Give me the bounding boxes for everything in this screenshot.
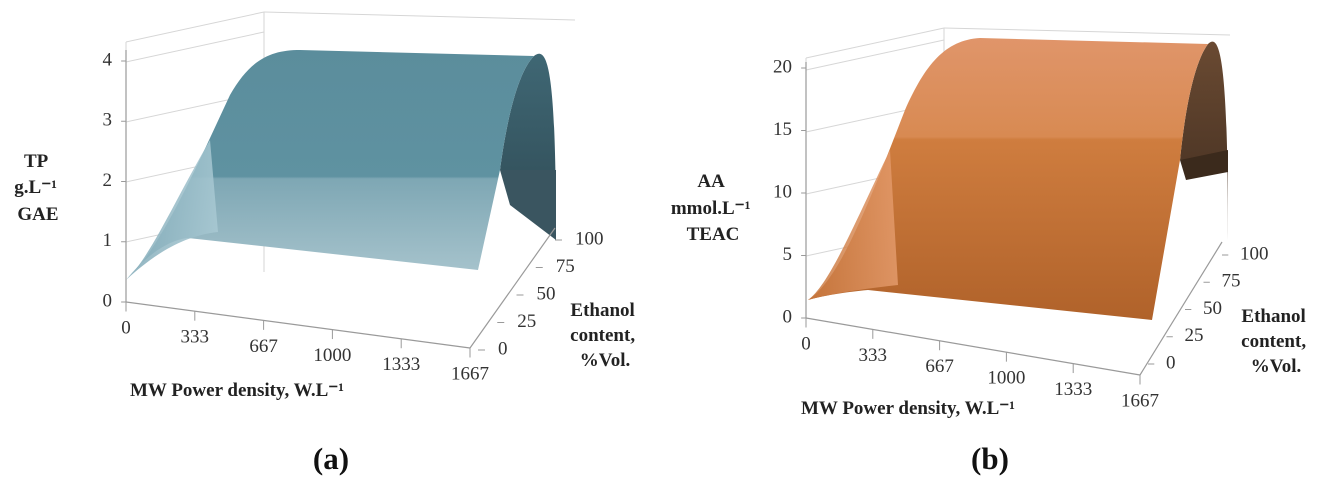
svg-text:AA mmol.L⁻¹ TEAC: AA mmol.L⁻¹ TEAC xyxy=(671,171,755,245)
panel-b-surface-back-band xyxy=(1180,150,1228,180)
panel-b-x-tick-label-1: 333 xyxy=(859,345,888,366)
panel-a-axes xyxy=(125,50,556,349)
panel-b-y-tick-label-0: 0 xyxy=(1166,352,1176,373)
panel-b-surface-back xyxy=(1180,41,1228,241)
panel-b-x-tick-label-4: 1333 xyxy=(1054,379,1092,400)
panel-a-z-tick-label-0: 0 xyxy=(103,290,113,311)
panel-b-y-tick-label-3: 75 xyxy=(1222,271,1241,292)
panel-b-z-tick-label-4: 20 xyxy=(773,56,792,77)
panel-a-surface-left-face xyxy=(126,140,218,280)
panel-a-x-tick-label-5: 1667 xyxy=(451,363,489,384)
panel-a-z-tick-label-4: 4 xyxy=(103,49,113,70)
panel-a-x-tick-label-3: 1000 xyxy=(313,345,351,366)
panel-a-surface-back-band xyxy=(500,170,556,240)
panel-a-x-tick-label-1: 333 xyxy=(181,327,210,348)
panel-b-x-tick-label-0: 0 xyxy=(801,333,811,354)
panel-a-surface-front xyxy=(126,50,534,280)
panel-b-z-title-line-2: mmol.L⁻¹ xyxy=(671,198,751,219)
panel-b-z-title-line-1: AA xyxy=(697,171,725,192)
panel-b-x-tick-label-5: 1667 xyxy=(1121,390,1159,411)
panel-a-caption: (a) xyxy=(313,441,349,476)
panel-b-z-tick-label-3: 15 xyxy=(773,119,792,140)
panel-a-z-tick-label-3: 3 xyxy=(103,110,113,131)
panel-a-y-title-line-2: content, xyxy=(570,325,635,346)
panel-a-y-title-line-3: %Vol. xyxy=(580,350,631,371)
panel-b-surface xyxy=(808,38,1228,320)
panel-b-y-tick-label-2: 50 xyxy=(1203,298,1222,319)
panel-a-z-tick-label-2: 2 xyxy=(103,170,113,191)
panel-b-z-title-line-3: TEAC xyxy=(687,224,740,245)
panel-a-y-title-line-1: Ethanol xyxy=(570,300,634,321)
panel-a-z-tick-label-1: 1 xyxy=(103,230,113,251)
panel-b-z-tick-label-0: 0 xyxy=(783,306,793,327)
svg-text:Ethanol content, %: Ethanol content, %Vol. xyxy=(570,300,640,371)
panel-b-axes xyxy=(805,62,1223,376)
panel-a-x-title: MW Power density, W.L⁻¹ xyxy=(130,380,344,401)
panel-a-y-tick-label-4: 100 xyxy=(575,228,604,249)
panel-a-x-tick-label-2: 667 xyxy=(249,336,278,357)
panel-b-x-title: MW Power density, W.L⁻¹ xyxy=(801,398,1015,419)
panel-a-z-title-line-2: g.L⁻¹ xyxy=(14,177,57,198)
panel-b-surface-front xyxy=(808,38,1208,320)
panel-a-z-title-line-3: GAE xyxy=(17,204,58,225)
panel-b-x-tick-label-3: 1000 xyxy=(987,368,1025,389)
panel-a-z-title-line-1: TP xyxy=(24,151,49,172)
panel-b-caption: (b) xyxy=(971,441,1009,476)
svg-text:Ethanol content, %: Ethanol content, %Vol. xyxy=(1241,306,1311,377)
panel-b-y-tick-label-1: 25 xyxy=(1185,325,1204,346)
panel-a-x-tick-label-4: 1333 xyxy=(382,354,420,375)
panel-b-y-tick-label-4: 100 xyxy=(1240,243,1269,264)
panel-b-x-tick-label-2: 667 xyxy=(925,356,954,377)
panel-b-y-title-line-1: Ethanol xyxy=(1241,306,1305,327)
panel-a-surface xyxy=(126,50,556,280)
panel-a-y-tick-label-2: 50 xyxy=(537,283,556,304)
panel-b-y-title-line-3: %Vol. xyxy=(1251,356,1302,377)
panel-a-x-tick-label-0: 0 xyxy=(121,317,131,338)
panel-b-y-title-line-2: content, xyxy=(1241,331,1306,352)
panel-a-y-tick-label-1: 25 xyxy=(517,311,536,332)
panel-b-z-tick-label-1: 5 xyxy=(783,244,793,265)
panel-b-surface-left-face xyxy=(808,150,898,300)
panel-a-surface-back xyxy=(500,53,556,240)
panel-a-y-tick-label-3: 75 xyxy=(556,256,575,277)
panel-b-z-tick-label-2: 10 xyxy=(773,181,792,202)
panel-a-y-tick-label-0: 0 xyxy=(498,338,508,359)
svg-text:TP g.L⁻¹ GAE: TP g.L⁻¹ GAE xyxy=(14,151,61,225)
